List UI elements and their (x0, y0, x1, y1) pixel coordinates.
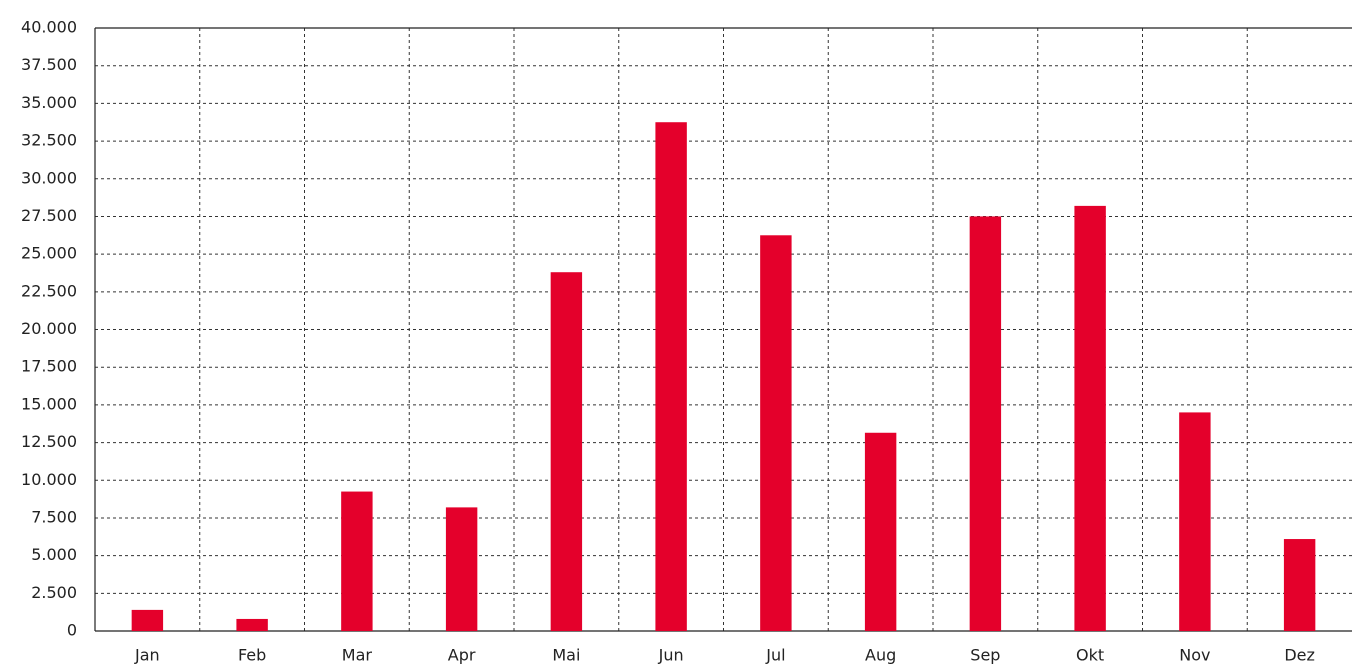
bar (550, 272, 583, 631)
bar (969, 216, 1002, 631)
y-tick-label: 25.000 (21, 244, 77, 263)
y-tick-label: 35.000 (21, 93, 77, 112)
bar (864, 432, 897, 631)
bar (655, 122, 687, 631)
x-tick-label: Sep (970, 646, 1000, 664)
bar (131, 609, 164, 631)
y-tick-label: 40.000 (21, 18, 77, 37)
y-tick-label: 15.000 (21, 394, 77, 413)
x-tick-label: Feb (238, 646, 266, 664)
bar (236, 618, 268, 631)
bar (1179, 412, 1211, 631)
y-tick-label: 22.500 (21, 281, 77, 300)
y-tick-label: 0 (67, 621, 77, 640)
bar (1283, 539, 1316, 631)
bar (445, 507, 478, 631)
y-tick-label: 37.500 (21, 55, 77, 74)
x-tick-label: Nov (1179, 646, 1210, 664)
y-tick-label: 7.500 (31, 507, 77, 526)
y-tick-label: 20.000 (21, 319, 77, 338)
x-tick-label: Mai (552, 646, 580, 664)
y-tick-label: 12.500 (21, 432, 77, 451)
x-tick-label: Jun (658, 646, 684, 664)
bar (1074, 205, 1106, 631)
y-tick-label: 27.500 (21, 206, 77, 225)
y-tick-label: 10.000 (21, 470, 77, 489)
x-tick-label: Jan (134, 646, 160, 664)
x-tick-label: Aug (865, 646, 896, 664)
y-tick-label: 2.500 (31, 583, 77, 602)
x-tick-label: Mar (342, 646, 373, 664)
y-tick-label: 30.000 (21, 168, 77, 187)
x-tick-label: Jul (765, 646, 785, 664)
x-tick-label: Dez (1284, 646, 1315, 664)
y-tick-label: 32.500 (21, 131, 77, 150)
x-tick-label: Apr (448, 646, 476, 664)
y-tick-label: 17.500 (21, 357, 77, 376)
y-tick-label: 5.000 (31, 545, 77, 564)
bar (760, 235, 792, 631)
x-tick-label: Okt (1076, 646, 1104, 664)
bar (341, 491, 373, 631)
